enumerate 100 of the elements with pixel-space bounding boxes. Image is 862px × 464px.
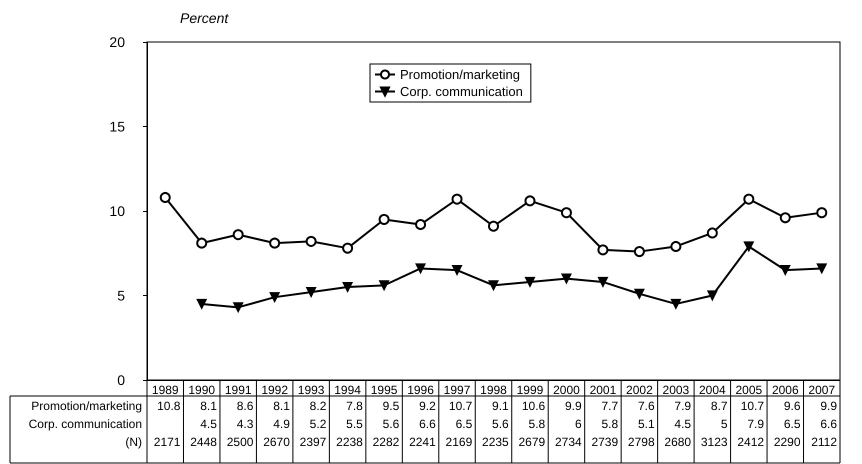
text: 2500: [226, 435, 254, 449]
data-label: 8.1: [200, 399, 218, 413]
point: [378, 280, 390, 290]
point: [415, 219, 426, 230]
text: 2282: [372, 435, 400, 449]
text: 2171: [154, 435, 181, 449]
text: Promotion/marketing: [31, 399, 142, 413]
x-tick-label: 2007: [808, 383, 836, 397]
data-label: 4.5: [674, 417, 692, 431]
point: [670, 298, 681, 310]
x-tick-label: 2002: [626, 383, 654, 397]
data-label: 5.6: [492, 417, 510, 431]
data-label: 4.3: [236, 417, 254, 431]
data-label: 10.7: [740, 399, 764, 413]
text: 2241: [409, 435, 436, 449]
x-tick-label: 2003: [662, 383, 690, 397]
data-label: 10.6: [522, 399, 546, 413]
x-tick-label: 1991: [224, 383, 252, 397]
x-tick-label: 1999: [516, 383, 544, 397]
text: 2798: [628, 435, 655, 449]
point: [415, 263, 426, 274]
text: 2290: [774, 435, 801, 449]
point: [342, 282, 353, 292]
data-label: 8.7: [710, 399, 728, 413]
point: [780, 265, 790, 276]
data-label: 7.8: [346, 399, 364, 413]
point: [196, 238, 208, 249]
point: [744, 241, 754, 252]
point: [524, 195, 536, 206]
data-label: 10.8: [157, 399, 181, 413]
data-label: 5.2: [310, 417, 327, 431]
point: [306, 287, 316, 298]
text: 2397: [300, 435, 327, 449]
y-tick-label: 20: [109, 34, 126, 50]
data-label: 4.5: [200, 417, 218, 431]
data-label: 6.5: [784, 417, 801, 431]
point: [743, 194, 754, 205]
data-label: 5.1: [638, 417, 655, 431]
y-tick-label: 5: [117, 288, 126, 304]
point: [560, 207, 572, 218]
data-label: 5: [720, 417, 728, 431]
data-label: 6.5: [456, 417, 473, 431]
y-axis-title: Percent: [180, 10, 230, 26]
data-label: 10.7: [448, 399, 473, 413]
text: 2679: [518, 435, 546, 449]
text: 2734: [554, 435, 582, 449]
point: [816, 207, 828, 218]
text: 2448: [190, 435, 218, 449]
text: 2680: [664, 435, 692, 449]
point: [269, 238, 280, 249]
data-label: 9.6: [784, 399, 801, 413]
data-label: 5.8: [528, 417, 546, 431]
point: [488, 280, 499, 290]
legend-label: Promotion/marketing: [400, 67, 520, 82]
data-label: 6.6: [820, 417, 838, 431]
x-tick-label: 2000: [553, 383, 580, 397]
x-tick-label: 2005: [735, 383, 762, 397]
text: 2670: [263, 435, 290, 449]
text: 2112: [811, 435, 838, 449]
data-label: 5.6: [382, 417, 400, 431]
text: Corp. communication: [28, 417, 142, 431]
data-label: 6.6: [419, 417, 436, 431]
data-label: 7.6: [638, 399, 655, 413]
text: 3123: [700, 435, 728, 449]
point: [816, 263, 827, 274]
text: (N): [125, 435, 142, 449]
point: [634, 246, 645, 258]
point: [780, 212, 791, 224]
data-label: 8.1: [273, 399, 290, 413]
data-label: 5.8: [601, 417, 618, 431]
x-tick-label: 1998: [480, 383, 508, 397]
x-tick-label: 2001: [590, 383, 617, 397]
point: [598, 276, 608, 288]
text: 2238: [336, 435, 364, 449]
text: 2235: [482, 435, 510, 449]
point: [634, 288, 644, 299]
point: [160, 192, 171, 203]
point: [270, 292, 280, 302]
data-label: 7.7: [601, 399, 618, 413]
point: [342, 242, 354, 254]
y-tick-label: 10: [109, 203, 126, 219]
x-tick-label: 1989: [152, 383, 179, 397]
x-tick-label: 1994: [334, 383, 362, 397]
x-tick-label: 1993: [298, 383, 325, 397]
x-tick-label: 2006: [772, 383, 799, 397]
point: [452, 265, 462, 276]
data-label: 6: [574, 417, 582, 431]
x-tick-label: 1996: [407, 383, 434, 397]
point: [670, 240, 682, 252]
x-tick-label: 1995: [370, 383, 398, 397]
x-tick-label: 2004: [698, 383, 726, 397]
data-label: 9.2: [419, 399, 436, 413]
point: [196, 298, 207, 310]
text: 2412: [737, 435, 764, 449]
text: 2739: [591, 435, 618, 449]
point: [378, 214, 390, 225]
data-label: 7.9: [674, 399, 692, 413]
point: [561, 274, 572, 284]
point: [452, 194, 463, 205]
point: [597, 244, 608, 256]
